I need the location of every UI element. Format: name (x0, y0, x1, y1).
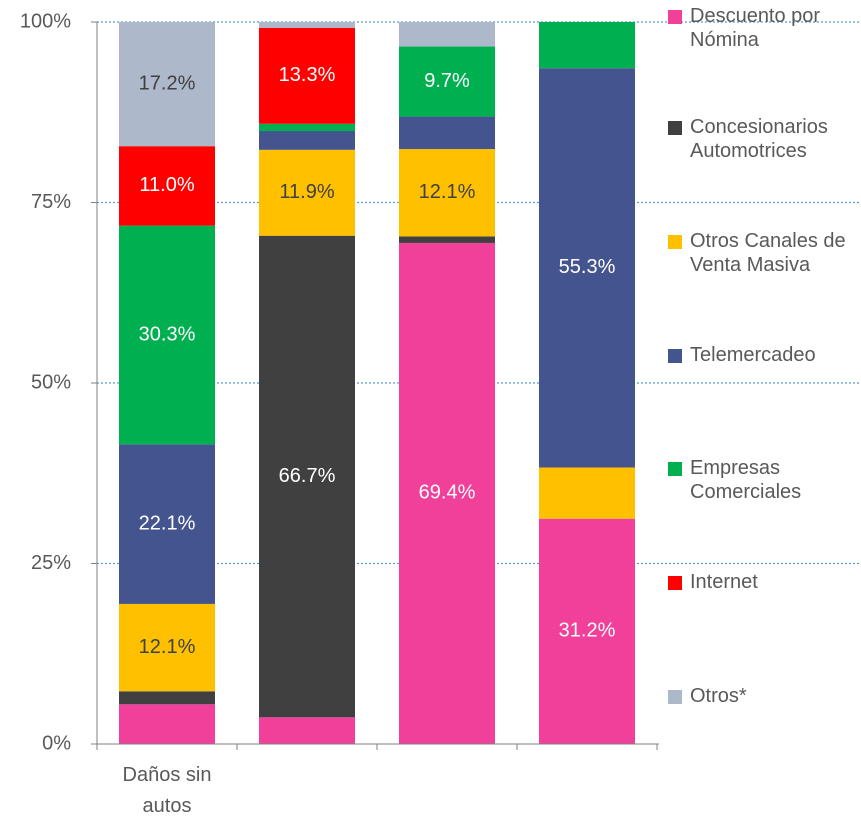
value-label: 11.0% (139, 174, 194, 196)
legend-swatch (668, 690, 682, 704)
bar-segment (119, 22, 215, 147)
bar-segment (399, 46, 495, 117)
legend-item: Empresas Comerciales (668, 456, 858, 504)
value-label: 55.3% (559, 256, 616, 278)
bar-segment (259, 131, 355, 150)
bar-segment (119, 691, 215, 705)
y-tick-label: 50% (31, 371, 71, 393)
legend-label: Descuento por Nómina (690, 5, 821, 51)
y-tick-label: 75% (31, 191, 71, 213)
legend-label: Concesionarios Automotrices (690, 116, 828, 162)
legend-label: Internet (690, 571, 758, 593)
bar-segment (539, 518, 635, 744)
legend-item: Descuento por Nómina (668, 4, 858, 52)
bar-segment (259, 149, 355, 236)
legend-label: Otros Canales de Venta Masiva (690, 230, 846, 276)
legend-label: Empresas Comerciales (690, 457, 802, 503)
value-label: 30.3% (139, 323, 196, 345)
bar-segment (119, 603, 215, 692)
legend-item: Otros Canales de Venta Masiva (668, 229, 858, 277)
y-tick-label: 0% (42, 732, 71, 754)
bar-segment (259, 123, 355, 132)
bar-segment (259, 717, 355, 744)
y-tick-label: 100% (20, 10, 71, 32)
legend-swatch (668, 349, 682, 363)
x-tick-label: Daños sin autos (123, 764, 212, 817)
legend-label: Telemercadeo (690, 344, 816, 366)
value-label: 66.7% (279, 465, 336, 487)
value-label: 31.2% (559, 620, 616, 642)
value-label: 13.3% (279, 64, 336, 86)
bar-segment (399, 236, 495, 243)
legend-swatch (668, 10, 682, 24)
value-label: 9.7% (424, 70, 470, 92)
value-label: 12.1% (139, 636, 196, 658)
bar-segment (399, 149, 495, 237)
y-tick-label: 25% (31, 552, 71, 574)
legend-item: Telemercadeo (668, 343, 858, 367)
bar-segment (539, 22, 635, 69)
bar-segment (399, 116, 495, 150)
value-label: 22.1% (139, 512, 196, 534)
bar-segment (399, 242, 495, 744)
value-label: 17.2% (139, 72, 196, 94)
bar-segment (259, 22, 355, 28)
bar-segment (259, 27, 355, 124)
bar-segment (399, 22, 495, 47)
value-label: 12.1% (419, 181, 476, 203)
legend-label: Otros* (690, 685, 747, 707)
bar-segment (119, 444, 215, 604)
bar-segment (539, 467, 635, 519)
bar-segment (259, 235, 355, 718)
bar-segment (119, 704, 215, 744)
legend-swatch (668, 462, 682, 476)
legend-swatch (668, 576, 682, 590)
value-label: 11.9% (279, 181, 334, 203)
legend-item: Concesionarios Automotrices (668, 115, 858, 163)
bar-segment (119, 146, 215, 226)
bar-segment (119, 225, 215, 445)
legend-swatch (668, 235, 682, 249)
legend-swatch (668, 121, 682, 135)
value-label: 69.4% (419, 482, 476, 504)
bar-segment (539, 68, 635, 468)
legend-item: Internet (668, 570, 858, 594)
legend-item: Otros* (668, 684, 858, 708)
